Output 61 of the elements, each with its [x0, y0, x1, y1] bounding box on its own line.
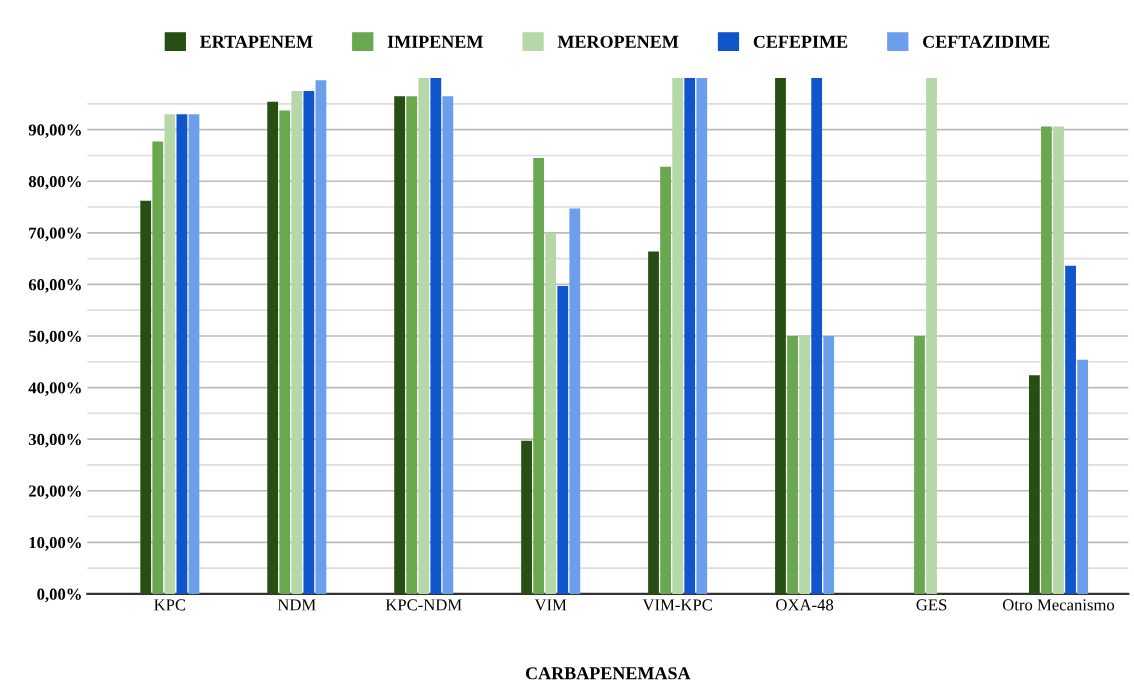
bar	[787, 335, 798, 594]
x-tick-label: GES	[916, 599, 947, 611]
x-tick-label: OXA-48	[776, 599, 834, 611]
bar	[418, 78, 430, 594]
legend-label: CEFTAZIDIME	[923, 35, 1050, 48]
bar	[799, 335, 810, 594]
y-tick-label: 10,00%	[29, 537, 81, 551]
y-tick-label: 50,00%	[28, 330, 81, 345]
bar	[648, 251, 659, 594]
y-tick-label: 90,00%	[28, 124, 81, 139]
bar	[557, 285, 569, 594]
legend-label: IMIPENEM	[387, 35, 483, 48]
bar	[1041, 126, 1052, 594]
bar	[569, 208, 581, 594]
bar	[696, 78, 708, 594]
bar	[303, 90, 315, 594]
y-tick-label: 30,00%	[28, 433, 81, 448]
bar	[140, 200, 152, 594]
bar	[1028, 375, 1040, 594]
y-tick-label: 60,00%	[28, 279, 81, 293]
x-tick-label: KPC-NDM	[385, 599, 462, 611]
legend-label: ERTAPENEM	[200, 35, 313, 48]
x-tick-label: NDM	[277, 599, 316, 611]
bar	[1053, 126, 1064, 594]
bar	[430, 78, 442, 594]
y-tick-label: 20,00%	[28, 485, 81, 500]
bar	[267, 101, 279, 594]
x-tick-label: VIM	[534, 599, 567, 611]
x-tick-label: Otro Mecanismo	[1002, 599, 1115, 611]
bar	[315, 80, 327, 594]
bar	[1065, 265, 1076, 594]
bar	[521, 440, 532, 594]
bar	[152, 141, 164, 594]
bar	[914, 335, 925, 594]
bar	[775, 78, 786, 594]
bar	[660, 166, 671, 594]
bar	[291, 90, 303, 594]
x-tick-label: VIM-KPC	[642, 599, 712, 611]
bar	[188, 114, 200, 594]
bar	[1077, 359, 1089, 594]
y-tick-label: 0,00%	[37, 588, 81, 603]
y-tick-label: 80,00%	[28, 175, 81, 190]
bar	[442, 96, 454, 594]
bar	[533, 158, 545, 594]
y-tick-label: 40,00%	[28, 382, 81, 396]
y-tick-label: 70,00%	[29, 227, 81, 242]
bar	[394, 96, 406, 594]
bar	[823, 335, 835, 594]
x-tick-label: KPC	[154, 599, 186, 611]
bar	[684, 78, 696, 594]
legend-label: CEFEPIME	[753, 35, 848, 48]
legend-label: MEROPENEM	[557, 35, 679, 48]
bar	[672, 78, 684, 594]
bar	[176, 114, 188, 594]
x-axis-title: CARBAPENEMASA	[525, 667, 691, 680]
bar	[811, 78, 823, 594]
bar	[279, 110, 291, 594]
bar	[926, 78, 937, 594]
bar	[406, 96, 418, 594]
bar	[164, 114, 176, 594]
bar	[545, 232, 557, 594]
